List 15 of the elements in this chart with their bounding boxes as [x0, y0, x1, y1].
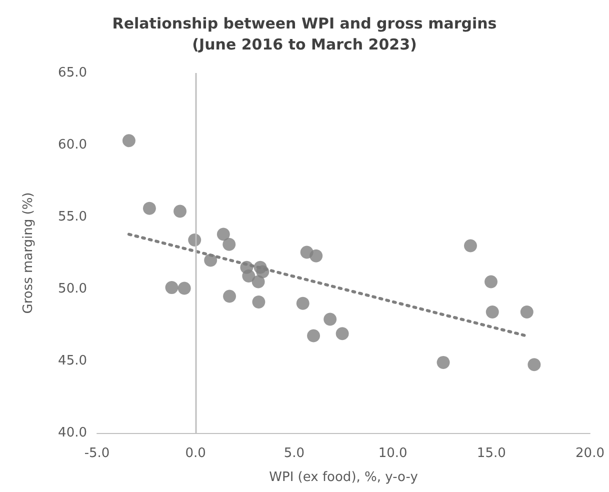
x-tick-label: 15.0: [476, 446, 506, 461]
y-tick-label: 40.0: [58, 426, 87, 440]
chart-title: Relationship between WPI and gross margins (June 2016 to March 2023): [112, 14, 497, 54]
x-axis-title: WPI (ex food), %, y-o-y: [269, 470, 418, 485]
y-tick-label: 55.0: [58, 210, 87, 224]
y-axis-title: Gross marging (%): [21, 192, 36, 314]
y-tick-label: 45.0: [58, 354, 87, 368]
x-tick-label: 0.0: [185, 446, 206, 461]
x-tick-label: 5.0: [284, 446, 305, 461]
x-tick-label: 10.0: [378, 446, 408, 461]
y-tick-label: 65.0: [58, 66, 87, 80]
x-tick-label: -5.0: [84, 446, 110, 461]
y-tick-label: 60.0: [58, 138, 87, 152]
x-tick-label: 20.0: [576, 446, 604, 461]
y-tick-label: 50.0: [58, 282, 87, 296]
